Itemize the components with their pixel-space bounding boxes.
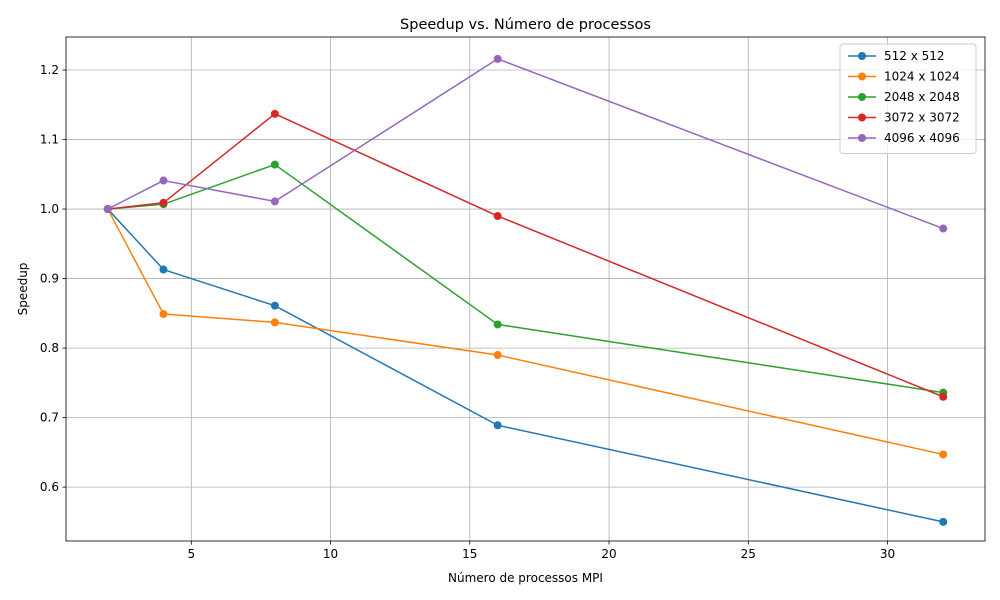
plot-area-frame (65, 36, 986, 542)
legend-marker (858, 113, 866, 122)
y-tick-label: 1.1 (40, 133, 59, 147)
data-point (159, 198, 168, 207)
x-tick-label: 15 (462, 547, 477, 561)
data-point (270, 109, 279, 118)
data-point (270, 197, 279, 206)
legend: 512 x 512 1024 x 1024 2048 x 2048 3072 x 30… (839, 43, 977, 154)
data-point (493, 351, 502, 360)
x-tick-label: 5 (187, 547, 195, 561)
y-axis-title: Speedup (16, 263, 30, 316)
legend-item: 3072 x 3072 (848, 111, 960, 125)
y-tick-label: 0.9 (40, 272, 59, 286)
data-point (103, 205, 112, 214)
x-axis-title: Número de processos MPI (448, 571, 603, 585)
legend-item: 1024 x 1024 (848, 70, 960, 84)
legend-item: 512 x 512 (848, 49, 945, 63)
data-point (493, 421, 502, 430)
data-point (939, 517, 948, 526)
data-point (159, 265, 168, 274)
legend-label: 4096 x 4096 (884, 131, 960, 145)
y-tick-label: 1.2 (40, 63, 59, 77)
axis-ticks: 5 10 15 20 25 30 0.6 0.7 0.8 0.9 1.0 1.1 1.2 (40, 63, 895, 561)
legend-label: 2048 x 2048 (884, 90, 960, 104)
data-point (493, 54, 502, 63)
legend-marker (858, 134, 866, 142)
legend-label: 512 x 512 (884, 49, 945, 63)
data-point (493, 320, 502, 329)
series-5 (103, 54, 948, 233)
data-point (939, 450, 948, 459)
x-tick-label: 30 (880, 547, 895, 561)
legend-label: 3072 x 3072 (884, 111, 960, 125)
y-tick-label: 0.8 (40, 341, 59, 355)
chart-title: Speedup vs. Número de processos (400, 17, 651, 33)
series-4 (103, 109, 948, 401)
y-tick-label: 0.6 (40, 480, 59, 494)
x-tick-label: 10 (323, 547, 338, 561)
legend-item: 4096 x 4096 (848, 131, 960, 145)
legend-marker (858, 93, 866, 101)
y-tick-label: 1.0 (40, 202, 59, 216)
legend-marker (858, 52, 866, 60)
y-tick-label: 0.7 (40, 411, 59, 425)
legend-box (839, 43, 977, 154)
legend-marker (858, 72, 866, 81)
legend-label: 1024 x 1024 (884, 70, 960, 84)
x-tick-label: 25 (741, 547, 756, 561)
data-point (270, 301, 279, 310)
data-point (939, 392, 948, 401)
data-point (270, 318, 279, 327)
data-point (159, 310, 168, 319)
x-tick-label: 20 (601, 547, 616, 561)
series-lines (103, 54, 948, 526)
data-point (493, 212, 502, 221)
data-point (270, 160, 279, 169)
data-point (939, 224, 948, 233)
legend-item: 2048 x 2048 (848, 90, 960, 104)
grid-lines (66, 37, 985, 541)
data-point (159, 176, 168, 185)
